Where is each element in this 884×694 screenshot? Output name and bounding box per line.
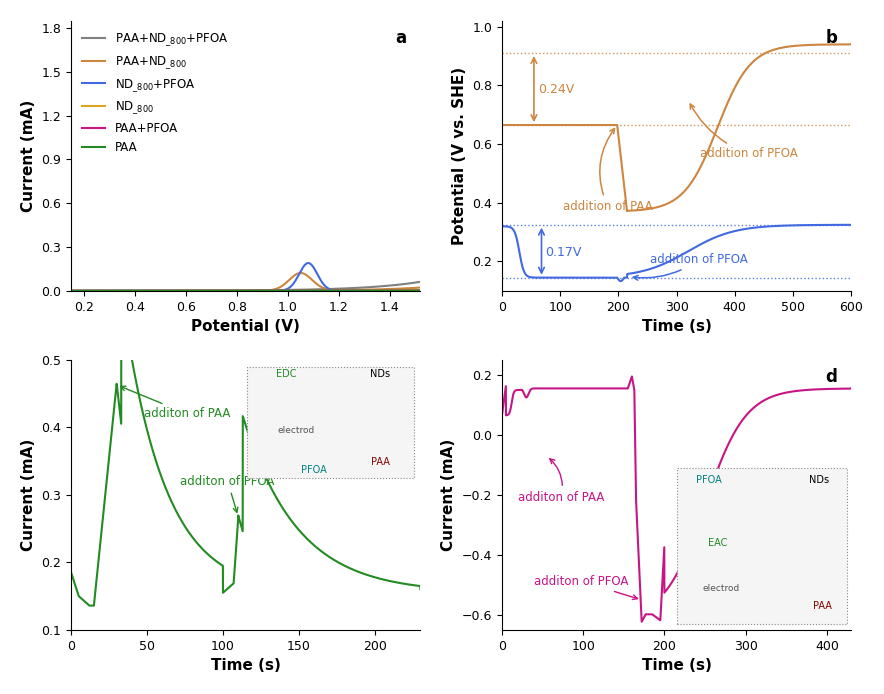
Text: EDC: EDC xyxy=(276,369,297,380)
FancyBboxPatch shape xyxy=(676,468,847,624)
Text: addition of PFOA: addition of PFOA xyxy=(633,253,748,280)
Y-axis label: Potential (V vs. SHE): Potential (V vs. SHE) xyxy=(452,67,467,245)
Text: additon of PAA: additon of PAA xyxy=(121,386,231,421)
X-axis label: Time (s): Time (s) xyxy=(210,658,281,673)
FancyBboxPatch shape xyxy=(248,366,415,478)
Text: NDs: NDs xyxy=(809,475,829,485)
Text: additon of PFOA: additon of PFOA xyxy=(535,575,637,600)
Y-axis label: Current (mA): Current (mA) xyxy=(21,100,36,212)
Text: additon of PAA: additon of PAA xyxy=(518,459,605,504)
X-axis label: Time (s): Time (s) xyxy=(642,319,712,334)
Text: NDs: NDs xyxy=(370,369,390,380)
Legend: PAA+ND$_{\_800}$+PFOA, PAA+ND$_{\_800}$, ND$_{\_800}$+PFOA, ND$_{\_800}$, PAA+PF: PAA+ND$_{\_800}$+PFOA, PAA+ND$_{\_800}$,… xyxy=(77,27,233,159)
Y-axis label: Current (mA): Current (mA) xyxy=(441,439,456,551)
Text: addition of PFOA: addition of PFOA xyxy=(690,104,797,160)
Text: PAA: PAA xyxy=(371,457,390,466)
Text: additon of PFOA: additon of PFOA xyxy=(180,475,275,512)
X-axis label: Potential (V): Potential (V) xyxy=(191,319,301,334)
Text: PAA: PAA xyxy=(813,601,832,611)
Text: EAC: EAC xyxy=(707,538,727,548)
Text: addition of PAA: addition of PAA xyxy=(563,128,652,213)
Text: b: b xyxy=(826,29,837,47)
Text: 0.24V: 0.24V xyxy=(538,83,575,96)
X-axis label: Time (s): Time (s) xyxy=(642,658,712,673)
Text: 0.17V: 0.17V xyxy=(545,246,582,259)
Y-axis label: Current (mA): Current (mA) xyxy=(21,439,36,551)
Text: electrod: electrod xyxy=(703,584,740,593)
Text: electrod: electrod xyxy=(278,426,315,435)
Text: d: d xyxy=(826,368,837,386)
Text: PFOA: PFOA xyxy=(301,465,327,475)
Text: c: c xyxy=(397,368,407,386)
Text: PFOA: PFOA xyxy=(697,475,722,485)
Text: a: a xyxy=(395,29,407,47)
